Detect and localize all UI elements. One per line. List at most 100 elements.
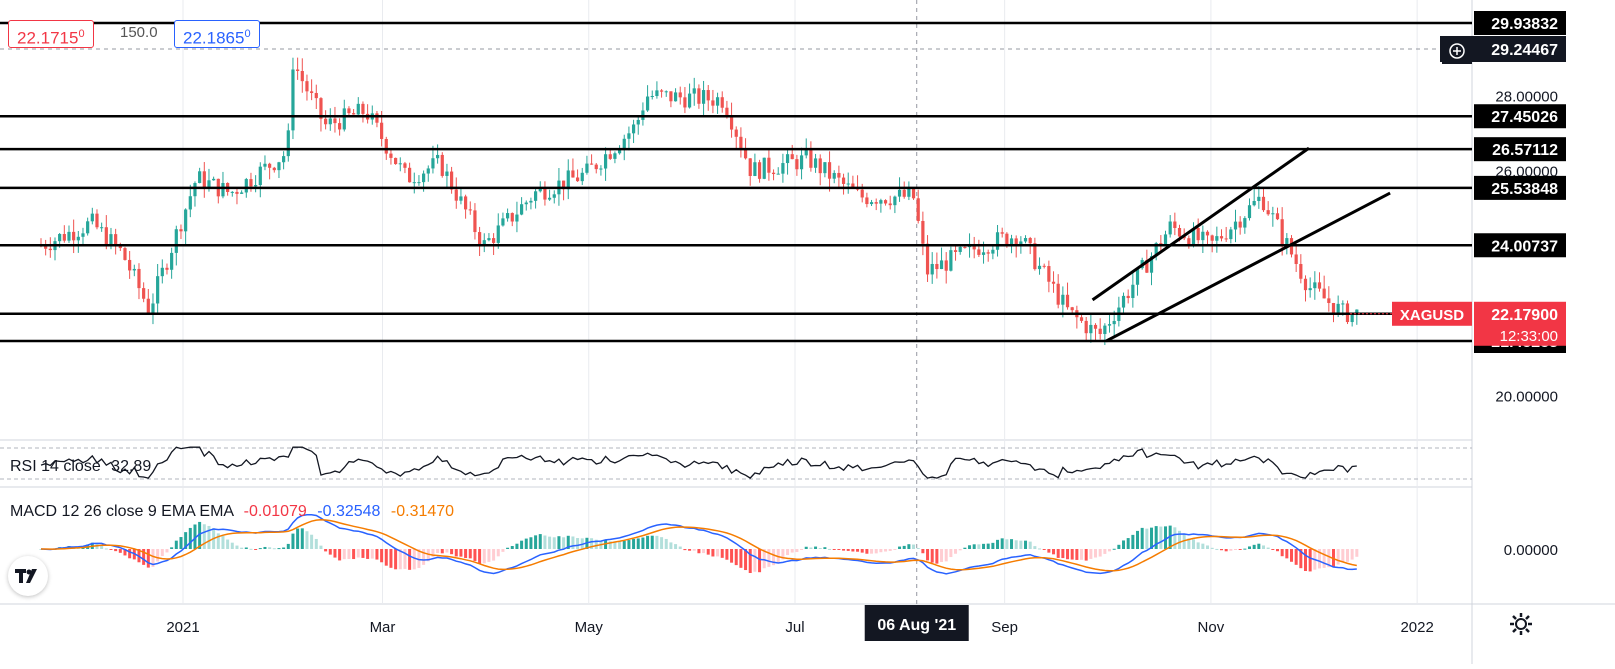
candle-body	[296, 69, 300, 72]
macd-histogram-bar	[1019, 540, 1023, 549]
candle-body	[1014, 238, 1018, 246]
macd-histogram-bar	[842, 549, 846, 551]
candle-body	[254, 185, 258, 187]
macd-histogram-bar	[949, 549, 953, 558]
x-tick-label: Sep	[991, 619, 1018, 636]
macd-histogram-bar	[898, 546, 902, 549]
candle-body	[1042, 265, 1046, 267]
candle-body	[599, 168, 603, 170]
candle-body	[146, 298, 150, 313]
macd-histogram-bar	[235, 545, 239, 549]
candle-body	[519, 204, 524, 215]
macd-histogram-bar	[930, 549, 934, 563]
candle-body	[104, 227, 108, 247]
candle-body	[678, 92, 682, 98]
candle-body	[715, 97, 720, 106]
y-tick-label: 20.00000	[1495, 388, 1558, 405]
macd-histogram-bar	[1289, 549, 1293, 562]
candle-body	[286, 130, 290, 157]
candle-body	[352, 113, 356, 115]
candle-body	[883, 200, 888, 204]
macd-histogram-bar	[109, 549, 113, 550]
macd-histogram-bar	[1252, 544, 1256, 549]
candle-body	[818, 158, 822, 174]
macd-histogram-bar	[912, 544, 916, 549]
macd-histogram-bar	[809, 547, 813, 549]
candle-body	[1238, 221, 1242, 228]
macd-histogram-bar	[417, 549, 421, 568]
macd-legend[interactable]: MACD 12 26 close 9 EMA EMA -0.01079 -0.3…	[10, 503, 454, 521]
candle-body	[1047, 266, 1051, 282]
candle-body	[561, 180, 566, 190]
macd-histogram-bar	[758, 549, 762, 573]
macd-histogram-bar	[800, 549, 804, 550]
candle-body	[342, 108, 346, 130]
macd-histogram-bar	[562, 537, 566, 549]
candle-body	[394, 157, 398, 165]
macd-histogram-bar	[660, 537, 664, 549]
macd-histogram-bar	[459, 549, 463, 557]
macd-histogram-bar	[1094, 549, 1098, 558]
candle-body	[58, 234, 62, 242]
macd-histogram-bar	[361, 549, 365, 558]
candle-body	[90, 213, 94, 222]
ask-price-label[interactable]: 22.18650	[174, 20, 260, 48]
rsi-legend[interactable]: RSI 14 close 32.89	[10, 458, 151, 476]
candle-body	[422, 173, 426, 183]
macd-histogram-bar	[254, 549, 258, 550]
macd-histogram-bar	[1355, 549, 1359, 557]
macd-histogram-bar	[832, 549, 836, 550]
macd-histogram-bar	[1308, 549, 1312, 572]
candle-body	[1313, 282, 1317, 289]
candle-body	[673, 92, 678, 102]
tradingview-logo-icon[interactable]	[8, 556, 48, 596]
macd-histogram-bar	[860, 549, 864, 553]
macd-histogram-bar	[478, 549, 482, 564]
level-price-label: 25.53848	[1491, 181, 1558, 198]
macd-histogram-bar	[846, 549, 850, 551]
macd-histogram-bar	[1070, 549, 1074, 560]
macd-histogram-bar	[781, 549, 785, 560]
macd-histogram-bar	[940, 549, 944, 562]
candle-body	[1061, 294, 1065, 305]
macd-histogram-bar	[664, 538, 668, 549]
macd-histogram-bar	[328, 549, 332, 555]
candle-body	[221, 182, 225, 197]
candle-body	[1112, 320, 1116, 325]
candle-body	[781, 163, 785, 174]
candle-body	[1233, 221, 1238, 230]
macd-histogram-bar	[1168, 525, 1172, 549]
candle-body	[832, 172, 836, 179]
macd-histogram-bar	[828, 548, 832, 550]
candle-body	[324, 118, 328, 125]
macd-histogram-bar	[1075, 549, 1079, 560]
candle-body	[1247, 205, 1252, 219]
candle-body	[771, 172, 776, 175]
ask-value: 22.1865	[183, 28, 245, 48]
macd-histogram-bar	[622, 540, 626, 549]
level-price-label: 29.93832	[1491, 16, 1558, 33]
candle-body	[911, 188, 916, 199]
gear-icon[interactable]	[1508, 611, 1534, 637]
macd-histogram-bar	[310, 534, 314, 549]
bid-price-label[interactable]: 22.17150	[8, 20, 94, 48]
candle-body	[757, 162, 762, 179]
macd-histogram-bar	[179, 537, 183, 549]
candle-body	[1023, 238, 1028, 242]
candle-body	[907, 188, 911, 197]
candle-body	[235, 191, 239, 194]
macd-histogram-bar	[230, 542, 234, 549]
macd-histogram-bar	[1317, 549, 1321, 569]
macd-zero-tick: 0.00000	[1504, 542, 1558, 559]
candle-body	[589, 163, 594, 165]
macd-histogram-bar	[160, 549, 164, 557]
crosshair-icon[interactable]	[1442, 38, 1472, 64]
macd-histogram-bar	[165, 549, 169, 553]
macd-histogram-bar	[823, 547, 827, 549]
candle-body	[505, 213, 510, 219]
macd-histogram-bar	[123, 549, 127, 556]
macd-histogram-bar	[744, 549, 748, 571]
candle-body	[1257, 196, 1261, 202]
